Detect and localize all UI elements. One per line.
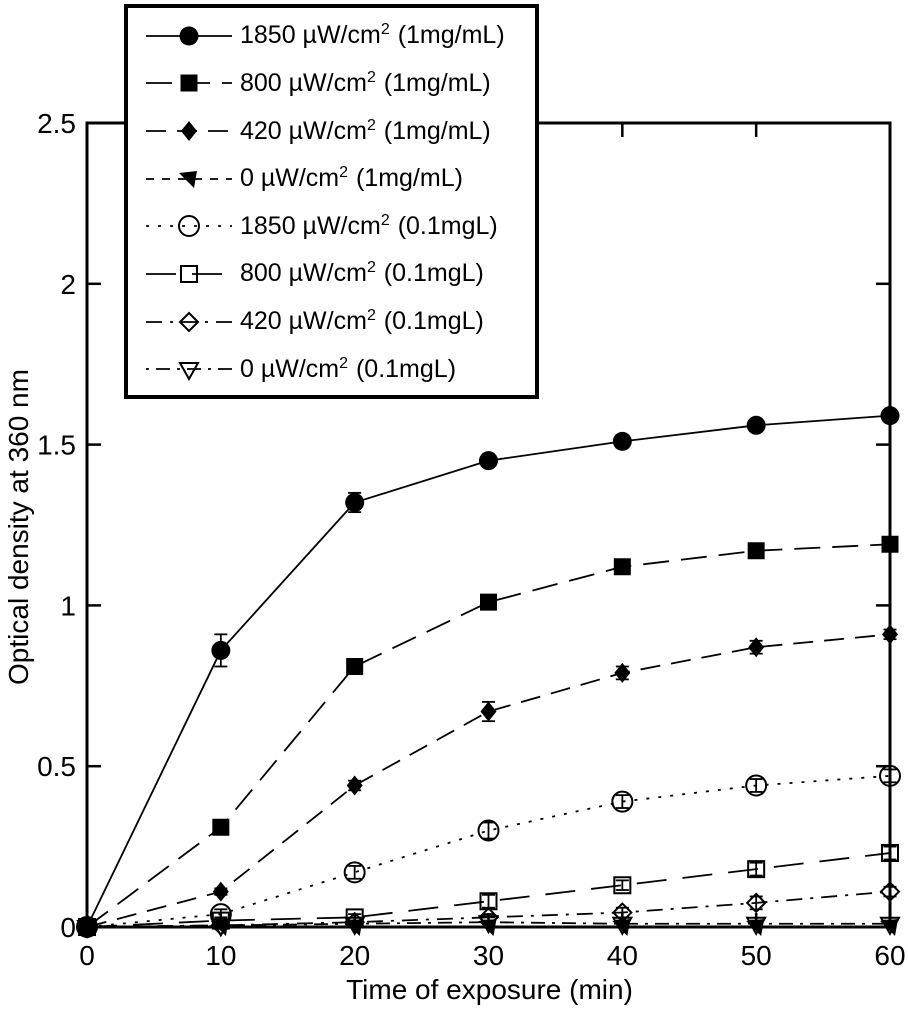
- series-0: [77, 406, 900, 937]
- legend-label: 420 µW/cm2 (1mg/mL): [240, 116, 491, 145]
- data-points: [78, 844, 899, 936]
- series-7: [76, 915, 901, 940]
- data-points: [78, 535, 899, 936]
- error-bars: [214, 409, 897, 668]
- legend-label: 0 µW/cm2 (1mg/mL): [240, 164, 463, 193]
- legend-label: 420 µW/cm2 (0.1mgL): [240, 307, 484, 336]
- legend-sample-diamond-filled-icon: [146, 121, 232, 142]
- y-tick-label: 2: [60, 269, 76, 300]
- legend-label: 800 µW/cm2 (0.1mgL): [240, 259, 484, 288]
- legend-sample-diamond-open-icon: [146, 311, 232, 332]
- x-tick-label: 0: [79, 940, 95, 971]
- y-tick-label: 1.5: [37, 430, 76, 461]
- y-tick-label: 0.5: [37, 751, 76, 782]
- series-4: [76, 764, 901, 938]
- legend-item-6: 420 µW/cm2 (0.1mgL): [144, 298, 535, 346]
- legend-sample-circle-open-icon: [146, 215, 232, 238]
- legend-label: 0 µW/cm2 (0.1mgL): [240, 354, 457, 383]
- data-points: [79, 624, 898, 937]
- legend-item-4: 1850 µW/cm2 (0.1mgL): [144, 203, 535, 251]
- legend-sample-triangle-open-icon: [146, 362, 232, 382]
- legend: 1850 µW/cm2 (1mg/mL) 800 µW/cm2 (1mg/mL)…: [124, 4, 539, 399]
- x-axis-title: Time of exposure (min): [346, 974, 633, 1005]
- legend-label: 800 µW/cm2 (1mg/mL): [240, 68, 491, 97]
- data-points: [76, 764, 901, 938]
- series-1: [78, 535, 899, 936]
- legend-label: 1850 µW/cm2 (1mg/mL): [240, 21, 505, 50]
- legend-sample-square-filled-icon: [146, 74, 232, 92]
- legend-item-2: 420 µW/cm2 (1mg/mL): [144, 107, 535, 155]
- legend-item-3: 0 µW/cm2 (1mg/mL): [144, 155, 535, 203]
- y-tick-label: 1: [60, 590, 76, 621]
- error-bars: [214, 768, 897, 920]
- legend-item-1: 800 µW/cm2 (1mg/mL): [144, 60, 535, 108]
- series-line: [86, 414, 891, 928]
- error-bars: [214, 536, 897, 832]
- legend-item-7: 0 µW/cm2 (0.1mgL): [144, 345, 535, 393]
- x-tick-label: 40: [607, 940, 638, 971]
- x-tick-label: 50: [741, 940, 772, 971]
- legend-sample-square-open-icon: [146, 264, 232, 283]
- x-tick-label: 30: [473, 940, 504, 971]
- y-axis-title: Optical density at 360 nm: [3, 369, 34, 685]
- legend-sample-circle-filled-icon: [146, 26, 232, 46]
- legend-item-0: 1850 µW/cm2 (1mg/mL): [144, 12, 535, 60]
- x-tick-label: 10: [205, 940, 236, 971]
- y-tick-label: 0: [60, 912, 76, 943]
- x-tick-label: 60: [874, 940, 905, 971]
- data-points: [77, 406, 900, 937]
- y-tick-label: 2.5: [37, 108, 76, 139]
- error-bars: [214, 628, 897, 896]
- x-tick-label: 20: [339, 940, 370, 971]
- data-points: [76, 915, 901, 940]
- error-bars: [214, 845, 897, 925]
- legend-label: 1850 µW/cm2 (0.1mgL): [240, 211, 498, 240]
- legend-item-5: 800 µW/cm2 (0.1mgL): [144, 250, 535, 298]
- legend-sample-triangle-filled-icon: [146, 170, 232, 188]
- series-2: [79, 624, 898, 937]
- x-tick-labels: 0 10 20 30 40 50 60: [79, 940, 905, 971]
- y-tick-labels: 0 0.5 1 1.5 2 2.5: [37, 108, 76, 943]
